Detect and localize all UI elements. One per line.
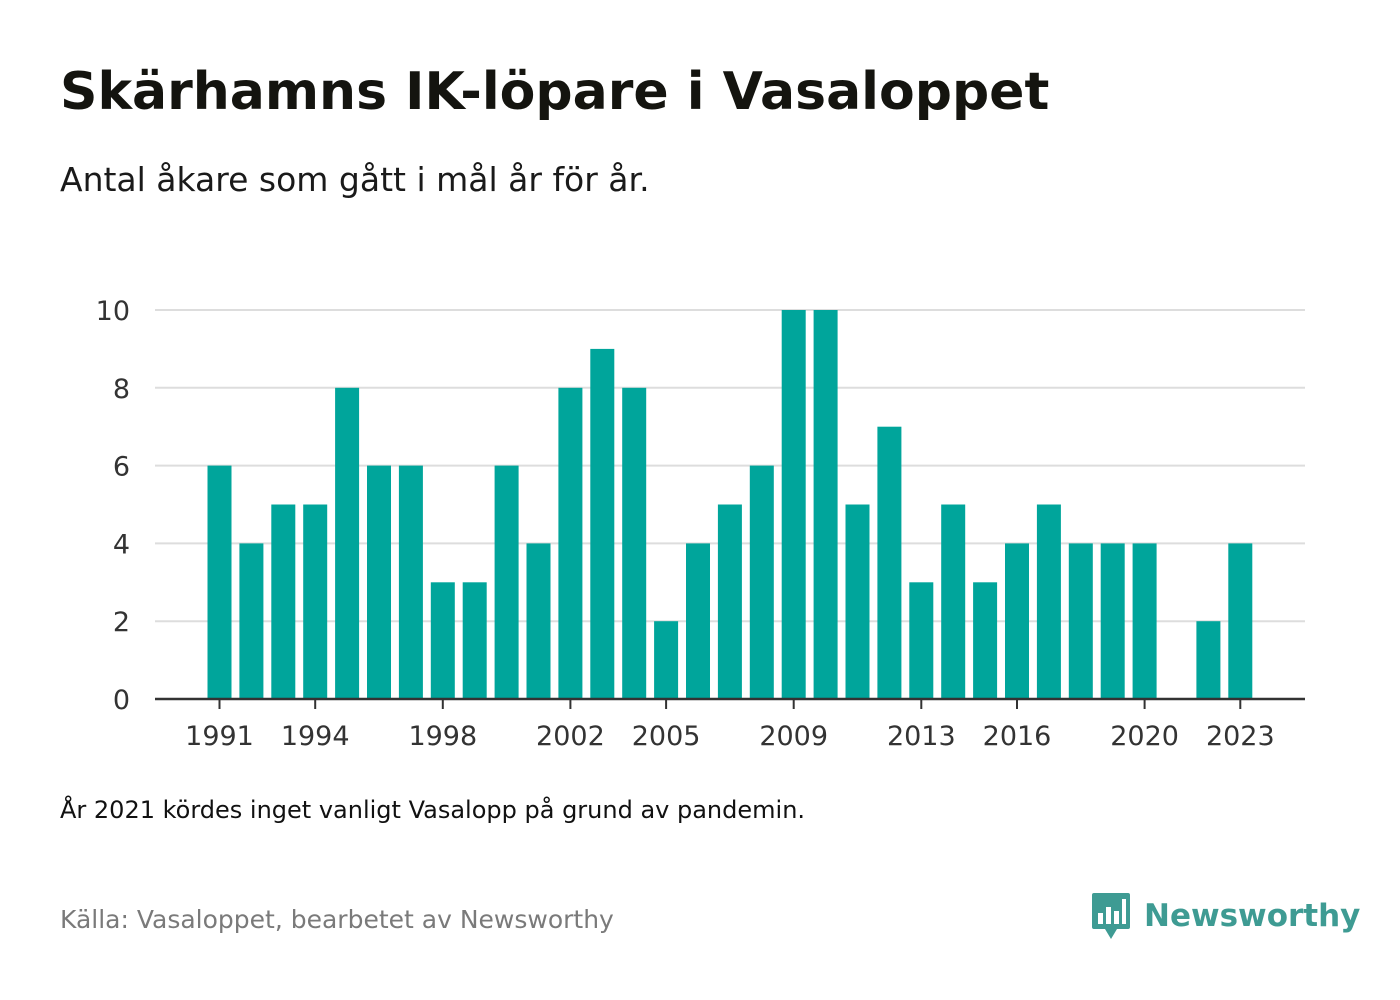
brand-name: Newsworthy	[1144, 898, 1361, 934]
bar-2000	[494, 465, 519, 699]
axes	[155, 697, 1305, 709]
x-tick-label-1998: 1998	[408, 721, 477, 752]
chart-subtitle: Antal åkare som gått i mål år för år.	[60, 160, 650, 199]
y-tick-label-10: 10	[96, 296, 130, 327]
x-tick-label-2013: 2013	[887, 721, 956, 752]
bar-1996	[367, 465, 391, 699]
bar-2015	[973, 582, 998, 699]
y-tick-label-6: 6	[113, 452, 130, 483]
x-tick-label-2002: 2002	[536, 721, 605, 752]
bar-2006	[686, 543, 710, 699]
bar-2016	[1005, 543, 1029, 699]
bar-2013	[909, 582, 934, 699]
bar-2010	[813, 310, 838, 699]
bar-1992	[239, 543, 264, 699]
x-tick-label-2009: 2009	[759, 721, 828, 752]
x-tick-label-1991: 1991	[185, 721, 254, 752]
y-tick-label-4: 4	[113, 529, 130, 560]
bar-2022	[1196, 621, 1221, 699]
bar-2012	[877, 426, 902, 699]
x-tick-label-1994: 1994	[281, 721, 350, 752]
y-tick-label-2: 2	[113, 607, 130, 638]
bar-2002	[558, 387, 583, 699]
bar-2019	[1100, 543, 1125, 699]
bar-2005	[654, 621, 679, 699]
source-credit: Källa: Vasaloppet, bearbetet av Newswort…	[60, 905, 614, 934]
footnote: År 2021 kördes inget vanligt Vasalopp på…	[60, 796, 806, 824]
x-tick-label-2005: 2005	[632, 721, 701, 752]
bar-2007	[717, 504, 742, 699]
bar-2004	[622, 387, 647, 699]
bar-2023	[1228, 543, 1253, 699]
bar-2009	[781, 310, 806, 699]
bar-2011	[845, 504, 870, 699]
bar-1998	[430, 582, 455, 699]
bar-1993	[271, 504, 296, 699]
x-tick-label-2020: 2020	[1110, 721, 1179, 752]
bar-1994	[303, 504, 328, 699]
bars	[207, 310, 1253, 699]
x-tick-label-2016: 2016	[983, 721, 1052, 752]
bar-2008	[749, 465, 774, 699]
bar-1999	[462, 582, 487, 699]
bar-2014	[941, 504, 966, 699]
bar-2001	[526, 543, 551, 699]
bar-2017	[1036, 504, 1061, 699]
bar-1991	[207, 465, 232, 699]
bar-2020	[1132, 543, 1157, 699]
x-tick-label-2023: 2023	[1206, 721, 1275, 752]
bar-2018	[1068, 543, 1093, 699]
bar-1995	[335, 387, 360, 699]
newsworthy-brand: Newsworthy	[1090, 888, 1360, 944]
y-tick-label-0: 0	[113, 685, 130, 716]
bar-1997	[398, 465, 423, 699]
bar-2003	[590, 348, 615, 699]
tick-labels: 0 2 4 6 8 10 1991 1994 1998 2002 2005 2009 2013 2016 2…	[96, 296, 1275, 752]
newsworthy-logo-icon	[1092, 893, 1130, 939]
y-tick-label-8: 8	[113, 374, 130, 405]
chart-title: Skärhamns IK-löpare i Vasaloppet	[60, 62, 1050, 122]
